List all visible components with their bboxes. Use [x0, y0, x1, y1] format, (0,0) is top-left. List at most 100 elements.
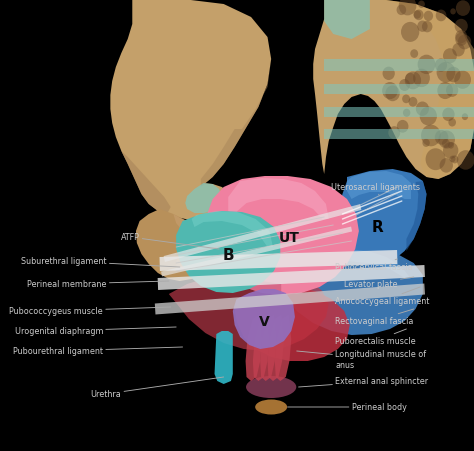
Circle shape	[438, 131, 455, 149]
Polygon shape	[379, 0, 474, 179]
Circle shape	[397, 5, 406, 16]
Circle shape	[414, 10, 424, 21]
Circle shape	[413, 11, 421, 20]
Polygon shape	[161, 227, 352, 277]
Polygon shape	[313, 0, 474, 179]
Circle shape	[451, 156, 458, 164]
Circle shape	[437, 63, 456, 83]
Circle shape	[401, 23, 419, 43]
Circle shape	[458, 36, 471, 50]
Text: Pubourethral ligament: Pubourethral ligament	[13, 347, 182, 356]
Polygon shape	[339, 170, 427, 267]
Polygon shape	[324, 108, 474, 118]
Polygon shape	[205, 177, 359, 295]
Text: UT: UT	[279, 230, 300, 244]
Circle shape	[448, 119, 456, 127]
Circle shape	[413, 69, 430, 88]
Text: B: B	[222, 247, 234, 262]
Circle shape	[419, 107, 437, 126]
Circle shape	[450, 9, 456, 15]
Polygon shape	[235, 287, 350, 361]
Circle shape	[410, 50, 418, 59]
Circle shape	[405, 72, 421, 90]
Circle shape	[397, 120, 409, 133]
Text: V: V	[258, 314, 269, 328]
Circle shape	[448, 143, 454, 149]
Text: Pubocervical fascia: Pubocervical fascia	[335, 259, 413, 272]
Circle shape	[446, 84, 458, 98]
Polygon shape	[136, 210, 215, 281]
Polygon shape	[164, 205, 361, 262]
Polygon shape	[228, 179, 329, 220]
Circle shape	[443, 49, 457, 64]
Circle shape	[447, 68, 461, 83]
Circle shape	[405, 74, 416, 85]
Polygon shape	[324, 0, 370, 40]
Polygon shape	[160, 250, 397, 272]
Circle shape	[418, 1, 425, 9]
Polygon shape	[158, 266, 425, 290]
Text: Perineal membrane: Perineal membrane	[27, 280, 169, 289]
Polygon shape	[155, 284, 425, 315]
Circle shape	[382, 83, 398, 100]
Circle shape	[418, 55, 435, 75]
Circle shape	[421, 125, 441, 147]
Circle shape	[424, 12, 433, 22]
Circle shape	[457, 151, 474, 170]
Polygon shape	[169, 272, 329, 351]
Text: Rectovaginal fascia: Rectovaginal fascia	[335, 309, 414, 326]
Circle shape	[456, 1, 470, 17]
Text: Suburethral ligament: Suburethral ligament	[21, 257, 180, 267]
Circle shape	[422, 22, 432, 33]
Polygon shape	[173, 215, 203, 272]
Polygon shape	[324, 60, 474, 72]
Ellipse shape	[246, 376, 296, 398]
Polygon shape	[347, 172, 411, 199]
Polygon shape	[260, 315, 277, 381]
Polygon shape	[215, 331, 233, 384]
Text: External anal sphincter: External anal sphincter	[299, 377, 428, 387]
Text: Pubococcygeus muscle: Pubococcygeus muscle	[9, 307, 171, 316]
Text: Puborectalis muscle: Puborectalis muscle	[335, 329, 416, 346]
Circle shape	[462, 114, 468, 121]
Polygon shape	[282, 248, 423, 335]
Circle shape	[452, 44, 465, 57]
Circle shape	[422, 139, 430, 147]
Polygon shape	[167, 184, 231, 221]
Circle shape	[399, 80, 410, 92]
Polygon shape	[110, 0, 271, 215]
Text: Perineal body: Perineal body	[288, 403, 406, 412]
Text: Longitudinal muscle of
anus: Longitudinal muscle of anus	[297, 350, 426, 369]
Polygon shape	[121, 152, 171, 215]
Polygon shape	[324, 85, 474, 95]
Polygon shape	[253, 315, 269, 381]
Circle shape	[454, 71, 471, 90]
Circle shape	[409, 98, 418, 107]
Circle shape	[416, 102, 429, 117]
Ellipse shape	[255, 400, 287, 414]
Polygon shape	[216, 253, 281, 295]
Polygon shape	[176, 212, 280, 293]
Circle shape	[417, 22, 428, 33]
Polygon shape	[191, 212, 273, 248]
Circle shape	[439, 159, 453, 173]
Polygon shape	[267, 315, 284, 381]
Polygon shape	[297, 249, 411, 279]
Polygon shape	[324, 130, 474, 140]
Polygon shape	[185, 184, 222, 213]
Text: Levator plate: Levator plate	[344, 277, 414, 289]
Circle shape	[385, 86, 400, 102]
Circle shape	[435, 59, 447, 73]
Circle shape	[436, 10, 447, 22]
Circle shape	[455, 20, 468, 34]
Circle shape	[383, 68, 395, 81]
Circle shape	[402, 95, 410, 104]
Circle shape	[435, 131, 448, 145]
Circle shape	[442, 140, 450, 148]
Circle shape	[449, 156, 456, 163]
Polygon shape	[246, 315, 262, 381]
Circle shape	[443, 143, 458, 160]
Polygon shape	[406, 182, 427, 252]
Circle shape	[442, 108, 455, 122]
Text: R: R	[371, 220, 383, 235]
